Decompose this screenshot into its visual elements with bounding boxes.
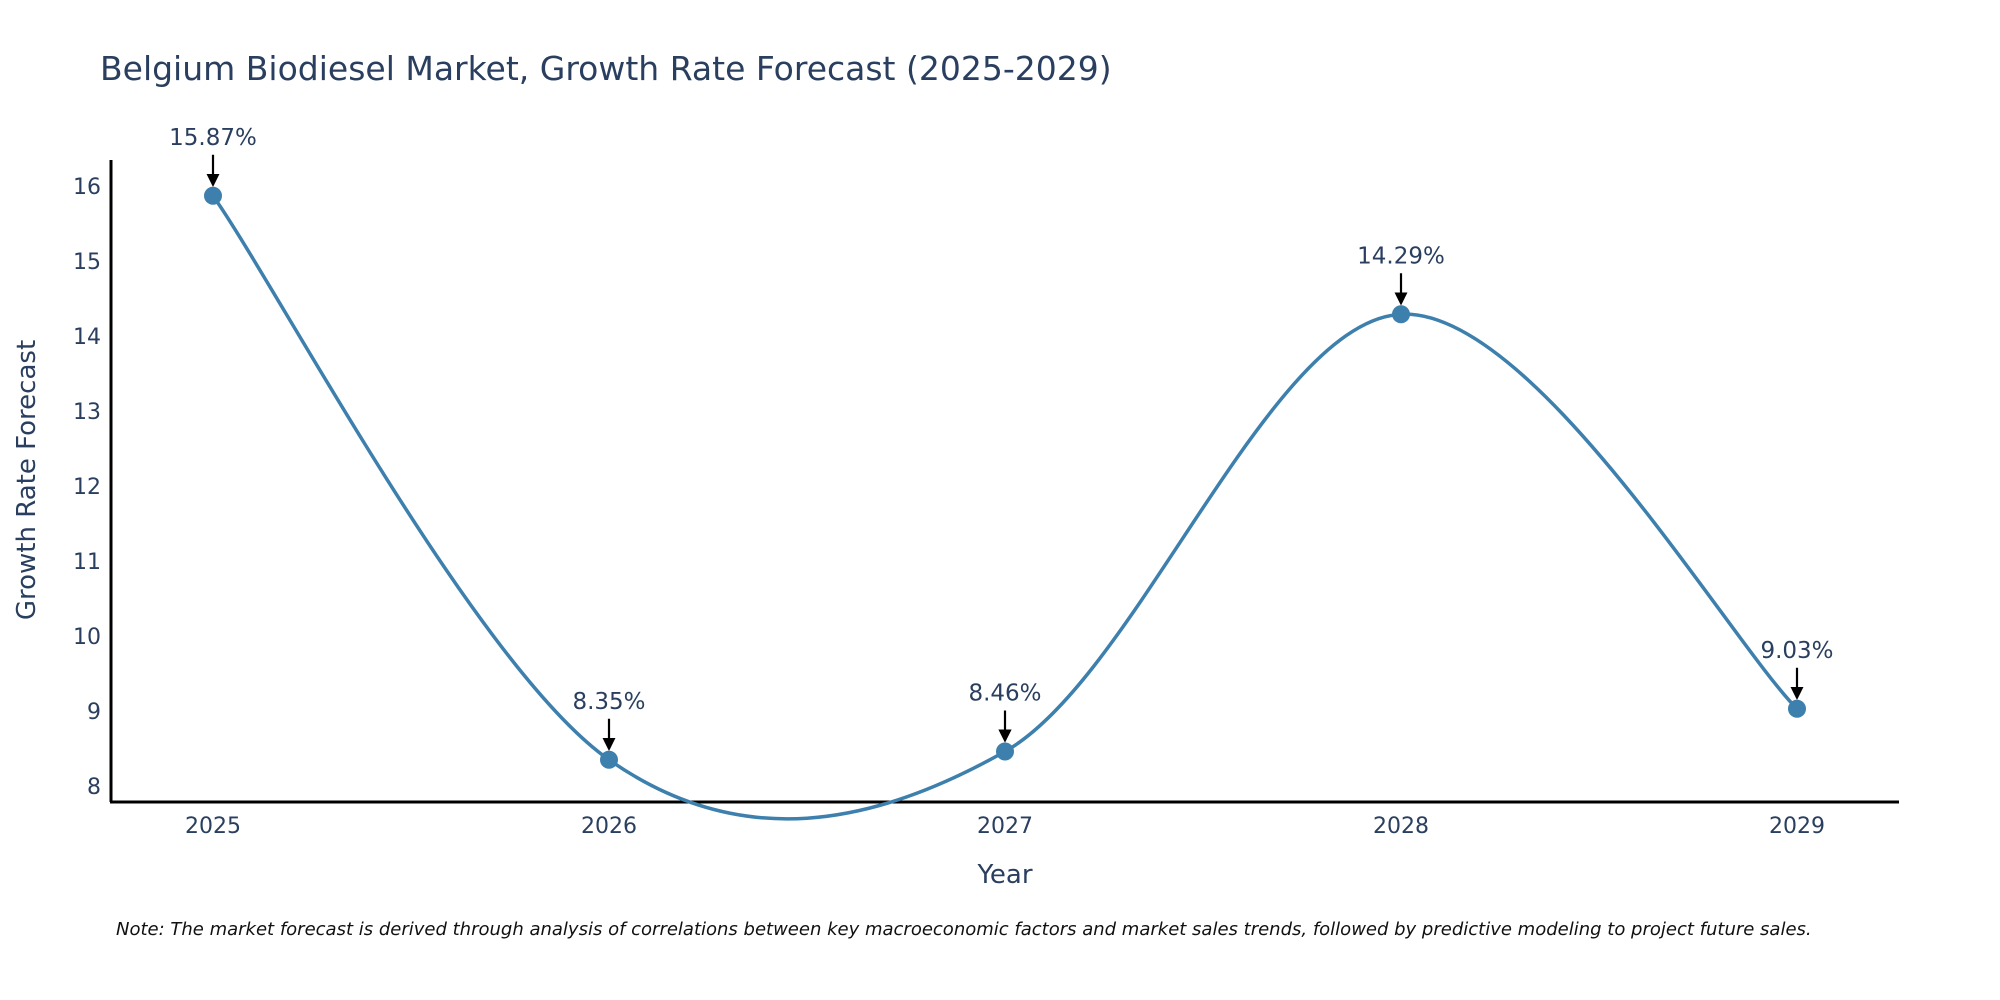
x-tick-label: 2028 xyxy=(1373,814,1429,839)
y-tick-label: 14 xyxy=(73,325,101,350)
y-axis-ticks: 8 9 10 11 12 13 14 15 16 xyxy=(73,175,101,800)
x-axis-title: Year xyxy=(976,860,1032,890)
x-axis-ticks: 2025 2026 2027 2028 2029 xyxy=(185,814,1825,839)
x-tick-label: 2029 xyxy=(1769,814,1825,839)
data-label: 15.87% xyxy=(169,125,257,151)
y-tick-label: 11 xyxy=(73,550,101,575)
y-tick-label: 15 xyxy=(73,250,101,275)
y-tick-label: 10 xyxy=(73,625,101,650)
footnote: Note: The market forecast is derived thr… xyxy=(116,919,1812,940)
y-axis-title: Growth Rate Forecast xyxy=(12,340,42,620)
data-label: 8.46% xyxy=(968,681,1041,707)
data-point xyxy=(600,750,618,769)
x-tick-label: 2027 xyxy=(977,814,1033,839)
y-tick-label: 13 xyxy=(73,400,101,425)
data-label: 14.29% xyxy=(1357,243,1445,269)
x-tick-label: 2026 xyxy=(581,814,637,839)
data-point xyxy=(1392,305,1410,324)
data-point xyxy=(996,742,1014,761)
y-tick-label: 9 xyxy=(87,700,101,725)
y-tick-label: 12 xyxy=(73,475,101,500)
chart-title: Belgium Biodiesel Market, Growth Rate Fo… xyxy=(100,49,1112,88)
data-points xyxy=(204,186,1806,769)
data-labels: 15.87% 8.35% 8.46% 14.29% 9.03% xyxy=(169,125,1834,751)
y-tick-label: 8 xyxy=(87,775,101,800)
data-label: 8.35% xyxy=(572,689,645,715)
y-tick-label: 16 xyxy=(73,175,101,200)
x-tick-label: 2025 xyxy=(185,814,241,839)
data-point xyxy=(1788,699,1806,718)
data-point xyxy=(204,186,222,205)
data-label: 9.03% xyxy=(1760,638,1833,664)
